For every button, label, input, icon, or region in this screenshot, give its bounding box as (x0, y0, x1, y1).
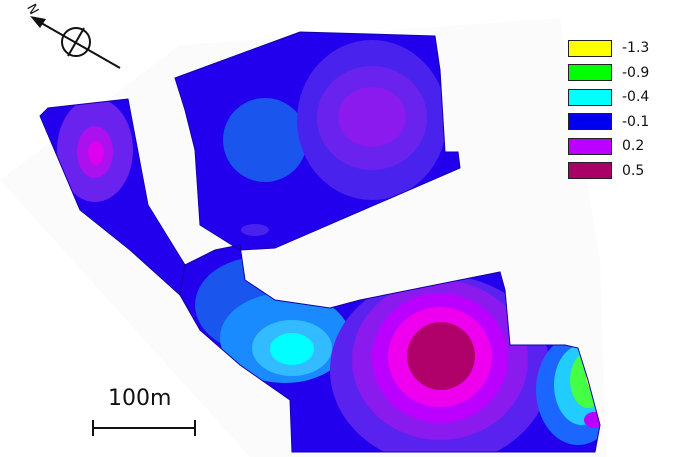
outline-top (174, 31, 461, 251)
scale-bar (92, 420, 196, 436)
legend-label: -0.9 (622, 64, 650, 81)
legend: -1.3 -0.9 -0.4 -0.1 0.2 0.5 (568, 36, 668, 183)
legend-label: 0.5 (622, 162, 645, 179)
legend-item: -0.1 (568, 110, 668, 135)
legend-swatch (568, 162, 612, 180)
compass-cross-line (67, 27, 85, 57)
scale-bar-label: 100m (108, 386, 172, 411)
legend-label: -0.1 (622, 113, 650, 130)
legend-item: 0.5 (568, 159, 668, 184)
legend-item: -1.3 (568, 36, 668, 61)
north-arrowhead-icon (30, 16, 46, 28)
legend-label: 0.2 (622, 138, 645, 155)
legend-swatch (568, 39, 612, 57)
legend-item: -0.9 (568, 61, 668, 86)
legend-swatch (568, 113, 612, 131)
north-letter: N (23, 2, 41, 18)
legend-swatch (568, 137, 612, 155)
legend-item: -0.4 (568, 85, 668, 110)
north-arrow-shaft (35, 19, 121, 69)
legend-label: -0.4 (622, 89, 650, 106)
compass-circle-icon (61, 27, 91, 57)
outline-bottom (179, 244, 601, 453)
legend-swatch (568, 64, 612, 82)
legend-item: 0.2 (568, 134, 668, 159)
north-arrow: N (23, 2, 121, 69)
legend-label: -1.3 (622, 40, 650, 57)
legend-swatch (568, 88, 612, 106)
